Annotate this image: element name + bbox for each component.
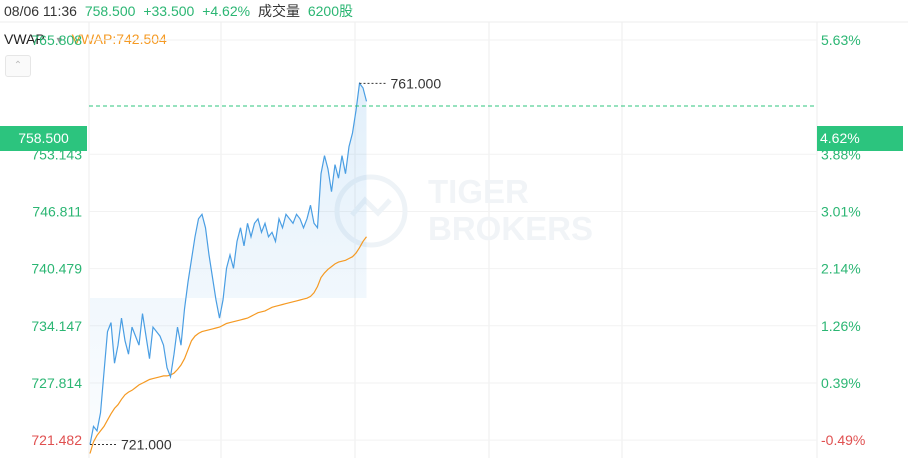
caret-down-icon[interactable]: ▼: [54, 35, 64, 45]
current-pct-badge: 4.62%: [817, 126, 903, 151]
vwap-line: [89, 236, 367, 454]
y-tick-left: 740.479: [31, 261, 82, 277]
low-label: 721.000: [121, 436, 172, 452]
y-tick-right: 1.26%: [821, 318, 861, 334]
chevron-up-icon: ⌃: [13, 60, 23, 71]
y-tick-right: 2.14%: [821, 261, 861, 277]
quote-change: +33.500: [143, 3, 195, 19]
y-axis-right: 5.63%3.88%3.01%2.14%1.26%0.39%-0.49%: [821, 32, 865, 448]
low-annotation: 721.000: [90, 436, 172, 452]
current-price-badge: 758.500: [0, 126, 87, 151]
watermark-line1: TIGER: [428, 173, 529, 210]
quote-change-pct: +4.62%: [202, 3, 251, 19]
y-tick-right: 0.39%: [821, 375, 861, 391]
vwap-value: VWAP:742.504: [71, 31, 167, 47]
watermark-line2: BROKERS: [428, 210, 593, 247]
y-tick-left: 721.482: [31, 432, 82, 448]
watermark-logo: TIGER BROKERS: [334, 173, 593, 248]
collapse-button[interactable]: ⌃: [5, 55, 31, 77]
y-axis-left: 765.808753.143746.811740.479734.147727.8…: [31, 32, 82, 448]
high-label: 761.000: [391, 75, 442, 91]
price-line: [89, 81, 368, 445]
high-annotation: 761.000: [359, 75, 442, 91]
y-tick-right: 3.01%: [821, 203, 861, 219]
indicator-row: VWAP ▼ VWAP:742.504: [4, 30, 167, 48]
y-tick-left: 765.808: [31, 32, 82, 48]
indicator-select[interactable]: VWAP: [4, 31, 45, 47]
y-tick-left: 746.811: [32, 203, 82, 219]
y-tick-right: -0.49%: [821, 432, 865, 448]
chart-grid: [0, 21, 908, 458]
quote-time: 08/06 11:36: [4, 3, 77, 19]
y-tick-left: 727.814: [31, 375, 82, 391]
quote-price: 758.500: [84, 3, 136, 19]
quote-header: 08/06 11:36 758.500 +33.500 +4.62% 成交量 6…: [4, 2, 353, 20]
y-tick-right: 5.63%: [821, 32, 861, 48]
volume-value: 6200股: [307, 3, 354, 19]
y-tick-left: 734.147: [31, 318, 82, 334]
volume-label: 成交量: [257, 3, 300, 19]
